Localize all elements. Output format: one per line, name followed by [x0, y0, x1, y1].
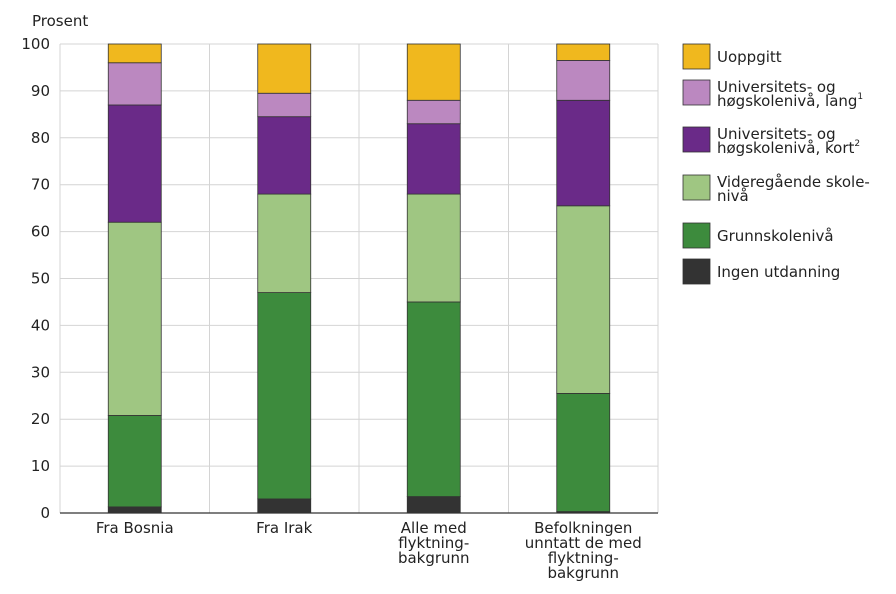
bar-segment: [406, 99, 461, 125]
legend-label: Grunnskolenivå: [717, 227, 834, 245]
legend-swatch: [682, 79, 711, 106]
y-tick-label: 10: [31, 457, 50, 475]
legend-footnote-mark: 2: [854, 139, 860, 149]
bars: [107, 43, 611, 514]
x-category-label: Alle med: [401, 519, 467, 537]
legend-label: nivå: [717, 187, 749, 205]
legend-footnote-mark: 1: [857, 92, 863, 102]
y-tick-label: 40: [31, 316, 50, 334]
bar-segment: [257, 92, 312, 118]
legend-swatch: [682, 222, 711, 249]
y-tick-label: 60: [31, 223, 50, 241]
legend-label: Uoppgitt: [717, 48, 782, 66]
bar-segment: [257, 116, 312, 195]
legend-swatch: [682, 258, 711, 285]
bar-segment: [257, 498, 312, 514]
bar-segment: [107, 43, 162, 64]
y-tick-labels: 0 10 20 30 40 50 60 70 80 90 100: [21, 35, 50, 522]
legend-swatch: [682, 43, 711, 70]
bar-segment: [257, 43, 312, 94]
legend-swatch: [682, 126, 711, 153]
bar-segment: [556, 60, 611, 101]
bar-segment: [556, 99, 611, 207]
bar-segment: [556, 205, 611, 394]
bar-segment: [406, 123, 461, 195]
x-category-label: bakgrunn: [398, 549, 470, 567]
legend-label: Ingen utdanning: [717, 263, 840, 281]
x-category-label: Befolkningen: [534, 519, 632, 537]
bar-segment: [406, 43, 461, 101]
bar-segment: [107, 415, 162, 508]
bar-segment: [107, 62, 162, 106]
legend-label: Videregående skole-: [717, 173, 870, 191]
x-category-label: flyktning-: [398, 534, 469, 552]
x-category-label: bakgrunn: [547, 564, 619, 582]
y-tick-label: 70: [31, 176, 50, 194]
y-axis-title: Prosent: [32, 12, 88, 30]
y-tick-label: 30: [31, 363, 50, 381]
y-tick-label: 0: [40, 504, 50, 522]
legend-label: høgskolenivå, lang1: [717, 92, 863, 110]
y-tick-label: 20: [31, 410, 50, 428]
x-category-label: Fra Irak: [256, 519, 312, 537]
legend-label: Universitets- og: [717, 125, 836, 143]
y-tick-label: 90: [31, 82, 50, 100]
x-category-label: flyktning-: [548, 549, 619, 567]
y-tick-label: 100: [21, 35, 50, 53]
x-category-label: unntatt de med: [525, 534, 642, 552]
bar-segment: [406, 301, 461, 497]
legend-swatch: [682, 174, 711, 201]
bar-segment: [107, 104, 162, 223]
bar-segment: [257, 292, 312, 500]
y-tick-label: 50: [31, 270, 50, 288]
bar-segment: [406, 496, 461, 514]
bar-segment: [107, 221, 162, 416]
bar-segment: [556, 43, 611, 61]
legend-label: Universitets- og: [717, 78, 836, 96]
bar-segment: [257, 193, 312, 293]
bar-segment: [556, 393, 611, 512]
x-category-label: Fra Bosnia: [96, 519, 174, 537]
bar-segment: [107, 506, 162, 514]
bar-segment: [406, 193, 461, 303]
y-tick-label: 80: [31, 129, 50, 147]
legend-label: høgskolenivå, kort2: [717, 139, 860, 157]
x-category-labels: Fra Bosnia Fra Irak Alle medflyktning-bakg…: [96, 519, 642, 582]
